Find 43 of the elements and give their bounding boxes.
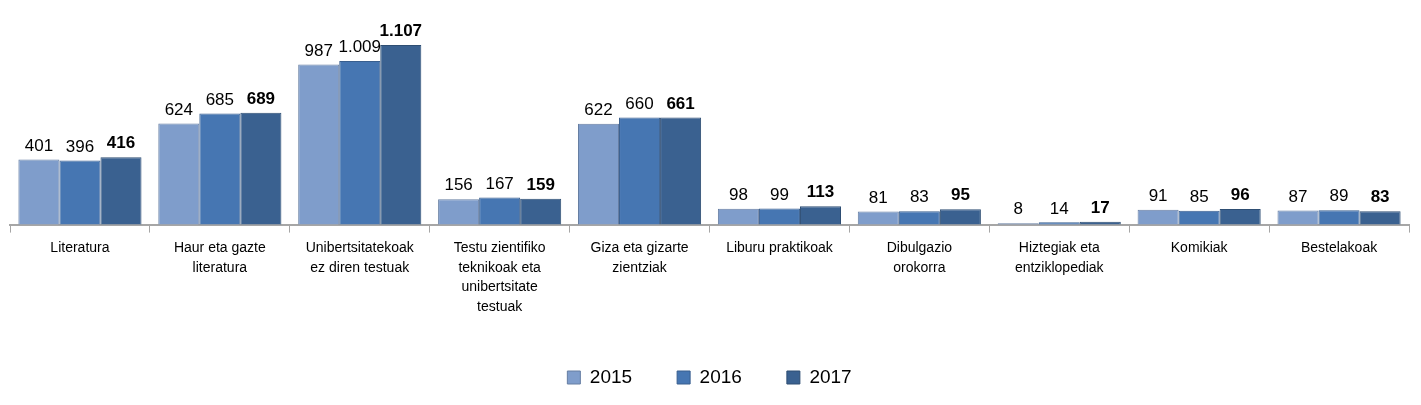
data-label: 156 (444, 175, 473, 195)
data-label: 685 (205, 89, 235, 109)
data-label: 95 (950, 185, 970, 205)
data-label: 689 (246, 89, 276, 109)
x-tick-label: Unibertsitatekoak ez diren testuak (305, 239, 415, 275)
x-tick-label: Giza eta gizarte zientziak (590, 239, 689, 275)
x-tick-label: Liburu praktikoak (726, 239, 834, 256)
x-tick-label: Haur eta gazte literatura (173, 239, 266, 275)
data-label: 83 (909, 187, 929, 207)
data-label: 17 (1090, 198, 1110, 218)
data-label: 661 (666, 93, 695, 113)
data-label: 83 (1370, 187, 1390, 207)
data-label: 96 (1230, 185, 1250, 205)
x-tick-label: Hiztegiak eta entziklopediak (1014, 239, 1105, 275)
data-label: 81 (868, 187, 888, 207)
legend-label: 2017 (809, 365, 852, 387)
data-label: 113 (806, 182, 835, 202)
x-tick-label: Bestelakoak (1300, 239, 1379, 256)
x-tick-label: Dibulgazio orokorra (886, 239, 953, 275)
data-label: 99 (769, 184, 789, 204)
data-label: 8 (1013, 199, 1023, 219)
data-label: 87 (1288, 186, 1308, 206)
data-label: 98 (728, 184, 748, 204)
data-label: 1.107 (379, 21, 423, 41)
data-label: 14 (1049, 198, 1069, 218)
data-label: 622 (584, 99, 613, 119)
x-tick-label: Literatura (50, 239, 110, 256)
data-label: 91 (1148, 186, 1168, 206)
data-label: 89 (1329, 186, 1349, 206)
data-label: 167 (485, 173, 514, 193)
data-label: 416 (106, 133, 136, 153)
data-label: 987 (304, 40, 333, 60)
legend-label: 2015 (589, 365, 633, 387)
data-label: 159 (526, 175, 555, 194)
data-label: 401 (24, 135, 54, 155)
data-label: 85 (1189, 187, 1209, 206)
data-label: 660 (625, 93, 654, 113)
x-tick-label: Testu zientifiko teknikoak eta unibertsitate testuak (453, 239, 546, 315)
legend-label: 2016 (699, 365, 742, 387)
x-tick-label: Komikiak (1170, 239, 1229, 256)
data-label: 396 (65, 136, 95, 156)
data-label: 624 (164, 99, 193, 119)
data-label: 1.009 (338, 37, 382, 57)
